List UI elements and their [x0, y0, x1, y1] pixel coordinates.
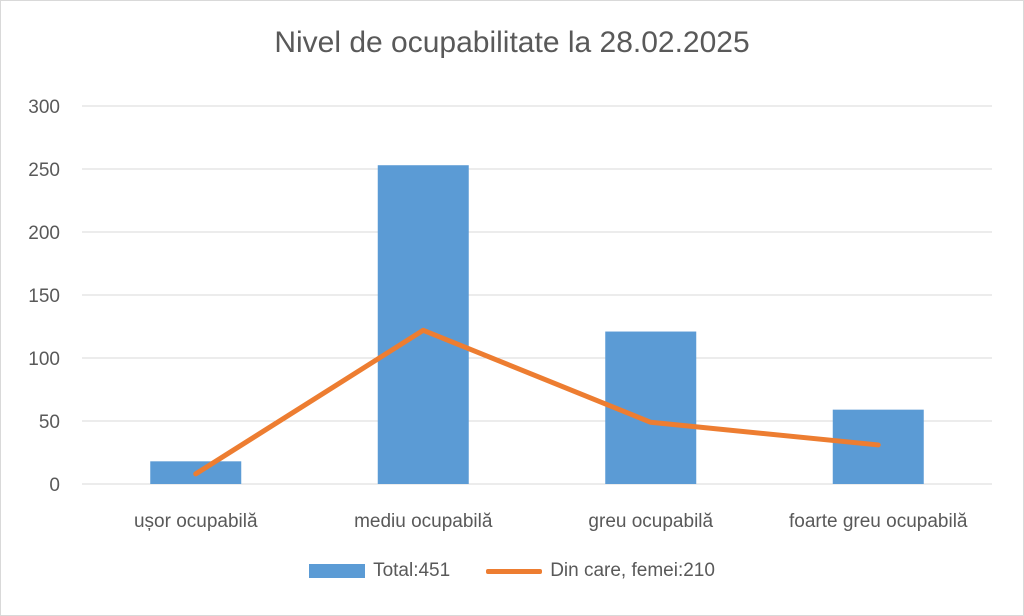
chart-title: Nivel de ocupabilitate la 28.02.2025	[274, 26, 750, 59]
y-tick-label: 300	[28, 97, 60, 118]
legend: Total:451 Din care, femei:210	[0, 560, 1024, 582]
x-tick-label: ușor ocupabilă	[134, 511, 258, 532]
y-tick-label: 150	[28, 286, 60, 307]
y-tick-label: 100	[28, 349, 60, 370]
legend-swatch-line	[486, 568, 543, 574]
legend-swatch-bar	[309, 564, 366, 578]
bar	[377, 165, 469, 484]
legend-item-women: Din care, femei:210	[486, 560, 715, 582]
y-tick-label: 200	[28, 223, 60, 244]
series-line	[193, 327, 881, 477]
y-tick-label: 0	[49, 475, 60, 496]
legend-label-total: Total:451	[373, 560, 451, 581]
legend-label-women: Din care, femei:210	[550, 560, 715, 581]
x-tick-label: foarte greu ocupabilă	[789, 511, 968, 532]
y-tick-label: 50	[39, 412, 60, 433]
x-tick-label: greu ocupabilă	[588, 511, 713, 532]
x-tick-label: mediu ocupabilă	[354, 511, 493, 532]
legend-item-total: Total:451	[309, 560, 450, 582]
y-tick-label: 250	[28, 160, 60, 181]
